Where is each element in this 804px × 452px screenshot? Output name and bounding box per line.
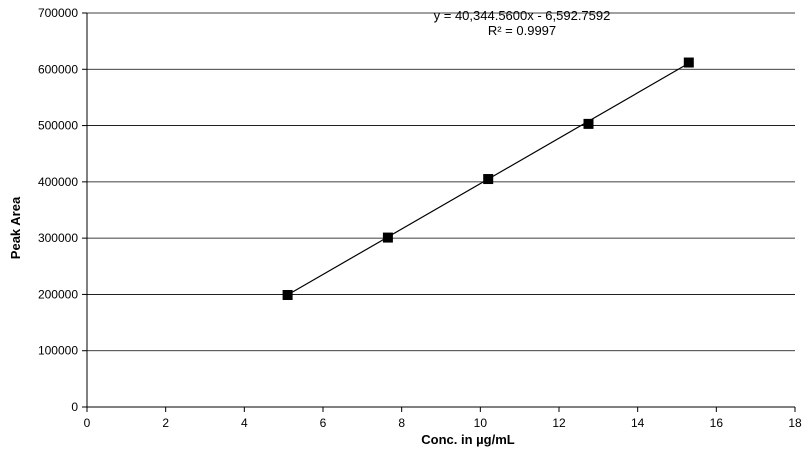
data-point <box>683 57 694 68</box>
x-tick-label: 12 <box>552 416 566 430</box>
y-tick-label: 0 <box>71 400 78 414</box>
data-point <box>382 232 393 243</box>
r-squared-label: R² = 0.9997 <box>488 23 556 38</box>
x-tick-label: 6 <box>320 416 327 430</box>
x-tick-label: 18 <box>788 416 802 430</box>
y-tick-label: 100000 <box>38 344 78 358</box>
x-tick-labels: 0 2 4 6 8 10 12 14 16 18 <box>84 416 802 430</box>
x-tick-label: 2 <box>162 416 169 430</box>
y-tick-label: 500000 <box>38 119 78 133</box>
x-tick-label: 14 <box>631 416 645 430</box>
data-point <box>583 118 594 129</box>
data-points <box>282 57 694 300</box>
axes <box>82 12 796 412</box>
y-axis-title: Peak Area <box>8 196 23 259</box>
data-point <box>282 289 293 300</box>
y-tick-label: 700000 <box>38 6 78 20</box>
data-point <box>483 174 494 185</box>
y-tick-labels: 0 100000 200000 300000 400000 500000 600000 700… <box>38 6 78 414</box>
y-tick-label: 400000 <box>38 175 78 189</box>
y-tick-label: 200000 <box>38 287 78 301</box>
x-tick-label: 8 <box>398 416 405 430</box>
x-axis-title: Conc. in µg/mL <box>421 432 514 447</box>
gridlines <box>87 12 795 352</box>
x-tick-label: 4 <box>241 416 248 430</box>
x-tick-label: 16 <box>710 416 724 430</box>
trendline-equation: y = 40,344.5600x - 6,592.7592 <box>434 8 611 23</box>
x-tick-label: 10 <box>474 416 488 430</box>
y-tick-label: 300000 <box>38 231 78 245</box>
y-tick-label: 600000 <box>38 62 78 76</box>
x-tick-label: 0 <box>84 416 91 430</box>
